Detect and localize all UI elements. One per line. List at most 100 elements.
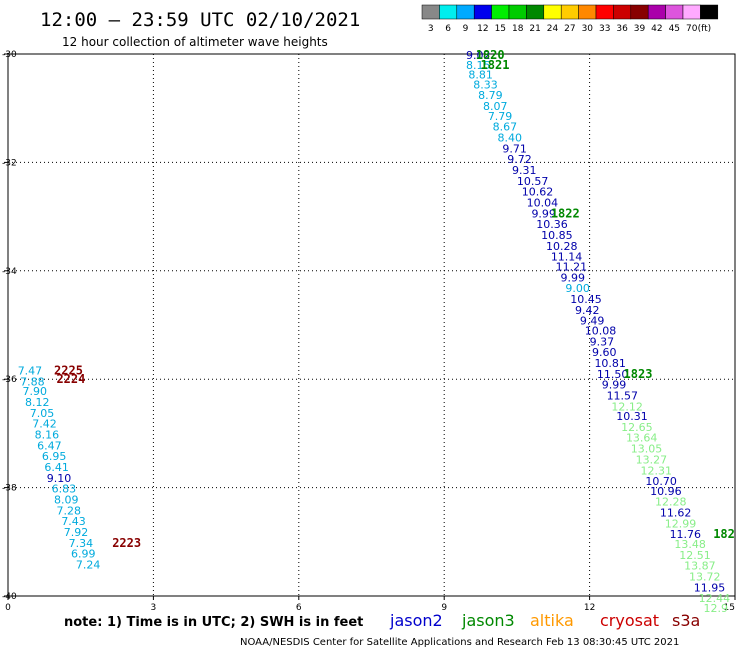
pass-time-label: 182	[713, 527, 735, 541]
y-tick-label: -36	[2, 375, 17, 385]
wave-height-label: 8.79	[478, 89, 503, 102]
y-tick-label: -32	[2, 158, 17, 168]
chart-title: 12:00 – 23:59 UTC 02/10/2021	[40, 9, 360, 31]
wave-height-label: 13.48	[674, 538, 706, 551]
x-tick-label: 3	[151, 603, 157, 613]
wave-height-label: 9.60	[592, 346, 617, 359]
wave-height-label: 7.05	[30, 407, 54, 420]
x-tick-label: 12	[584, 603, 595, 613]
plot-frame	[7, 53, 736, 597]
wave-height-label: 11.62	[660, 507, 692, 520]
wave-height-label: 6.47	[37, 439, 62, 452]
satellite-jason2: jason2	[389, 611, 443, 630]
wave-height-label: 9.49	[580, 315, 605, 328]
pass-time-label: 2224	[56, 372, 85, 386]
wave-height-label: 10.85	[541, 229, 573, 242]
wave-height-label: 10.57	[517, 175, 549, 188]
wave-height-label: 10.04	[527, 197, 559, 210]
legend-label: 36	[616, 24, 628, 34]
satellite-cryosat: cryosat	[600, 611, 659, 630]
wave-height-label: 9.31	[512, 164, 537, 177]
satellite-jason3: jason3	[461, 611, 515, 630]
wave-height-label: 12.28	[655, 496, 687, 509]
wave-height-label: 8.33	[473, 78, 498, 91]
legend-swatch	[456, 4, 475, 20]
pass-time-label: 1820	[476, 48, 505, 62]
wave-height-label: 7.43	[61, 515, 86, 528]
wave-height-label: 9.02	[466, 49, 491, 62]
legend-label: 33	[599, 24, 610, 34]
x-tick-label: 9	[441, 603, 447, 613]
wave-height-label: 13.72	[689, 570, 721, 583]
wave-height-label: 9.37	[590, 335, 615, 348]
x-axis-ticks: 0 3 6 9 12 15	[5, 596, 736, 613]
wave-height-label: 8.81	[468, 69, 493, 82]
legend-swatch	[421, 4, 440, 20]
wave-height-label: 12.44	[699, 592, 731, 605]
plot-area: -30 -32 -34 -36 -38 -40 0 3 6 9 12 15 9.028.158.81…	[2, 48, 736, 615]
wave-height-label: 6.99	[71, 548, 96, 561]
wave-height-label: 10.45	[570, 293, 602, 306]
wave-height-label: 11.14	[551, 251, 583, 264]
x-tick-label: 6	[296, 603, 302, 613]
y-tick-label: -30	[2, 50, 17, 60]
legend-swatch	[560, 4, 579, 20]
wave-height-label: 6.95	[42, 450, 67, 463]
legend-label: 24	[547, 24, 559, 34]
y-tick-label: -40	[2, 592, 17, 602]
wave-height-label: 9.99	[561, 271, 586, 284]
legend-swatch	[543, 4, 562, 20]
wave-height-label: 9.99	[531, 207, 556, 220]
wave-height-label: 13.87	[684, 560, 716, 573]
legend-swatch	[473, 4, 492, 20]
legend-label: 3	[428, 24, 434, 34]
wave-height-label: 13.05	[631, 443, 663, 456]
wave-height-label: 10.70	[645, 475, 677, 488]
wave-height-label: 7.88	[20, 375, 45, 388]
wave-height-label: 7.34	[69, 537, 94, 550]
legend-label: 42	[651, 24, 662, 34]
wave-height-label: 10.08	[585, 324, 617, 337]
wave-height-label: 12.99	[665, 517, 697, 530]
wave-height-label: 7.28	[56, 504, 81, 517]
satellite-legend: jason2 jason3 altika cryosat s3a	[389, 611, 700, 630]
wave-height-label: 10.28	[546, 240, 578, 253]
legend-label: 6	[445, 24, 451, 34]
color-legend: 3 6 9 12 15 18 21 24 27 30 33 36 39 42 45 70 (ft)	[421, 4, 719, 34]
y-tick-label: -38	[2, 484, 17, 494]
wave-height-label: 8.16	[35, 428, 60, 441]
wave-height-label: 13.64	[626, 432, 658, 445]
wave-height-label: 8.15	[466, 59, 491, 72]
wave-height-label: 10.62	[522, 186, 554, 199]
wave-height-label: 8.67	[493, 121, 517, 134]
wave-height-label: 10.31	[616, 410, 648, 423]
wave-height-label: 8.40	[498, 131, 522, 144]
wave-height-label: 9.00	[565, 282, 590, 295]
pass-time-label: 1822	[551, 206, 580, 220]
legend-swatch	[630, 4, 649, 20]
legend-swatch	[700, 4, 719, 20]
wave-height-label: 10.36	[536, 218, 568, 231]
legend-swatch	[613, 4, 632, 20]
y-axis-ticks: -30 -32 -34 -36 -38 -40	[2, 50, 17, 602]
wave-height-label: 8.09	[54, 494, 79, 507]
legend-swatch	[578, 4, 597, 20]
wave-height-label: 11.76	[670, 528, 702, 541]
wave-height-label: 7.47	[18, 365, 43, 378]
footer-text: NOAA/NESDIS Center for Satellite Applica…	[240, 637, 679, 648]
legend-label: 15	[495, 24, 506, 34]
wave-height-label: 12.9	[703, 602, 728, 615]
satellite-altika: altika	[530, 611, 574, 630]
wave-height-label: 9.10	[47, 472, 71, 485]
wave-height-label: 13.27	[636, 453, 668, 466]
pass-time-label: 2223	[112, 536, 141, 550]
wave-height-label: 9.99	[602, 379, 627, 392]
wave-height-label: 7.90	[23, 385, 48, 398]
pass-time-label: 2225	[54, 364, 83, 378]
wave-height-label: 11.50	[597, 368, 629, 381]
legend-swatch	[682, 4, 701, 20]
wave-height-label: 9.71	[502, 142, 527, 155]
wave-height-label: 12.31	[640, 464, 672, 477]
